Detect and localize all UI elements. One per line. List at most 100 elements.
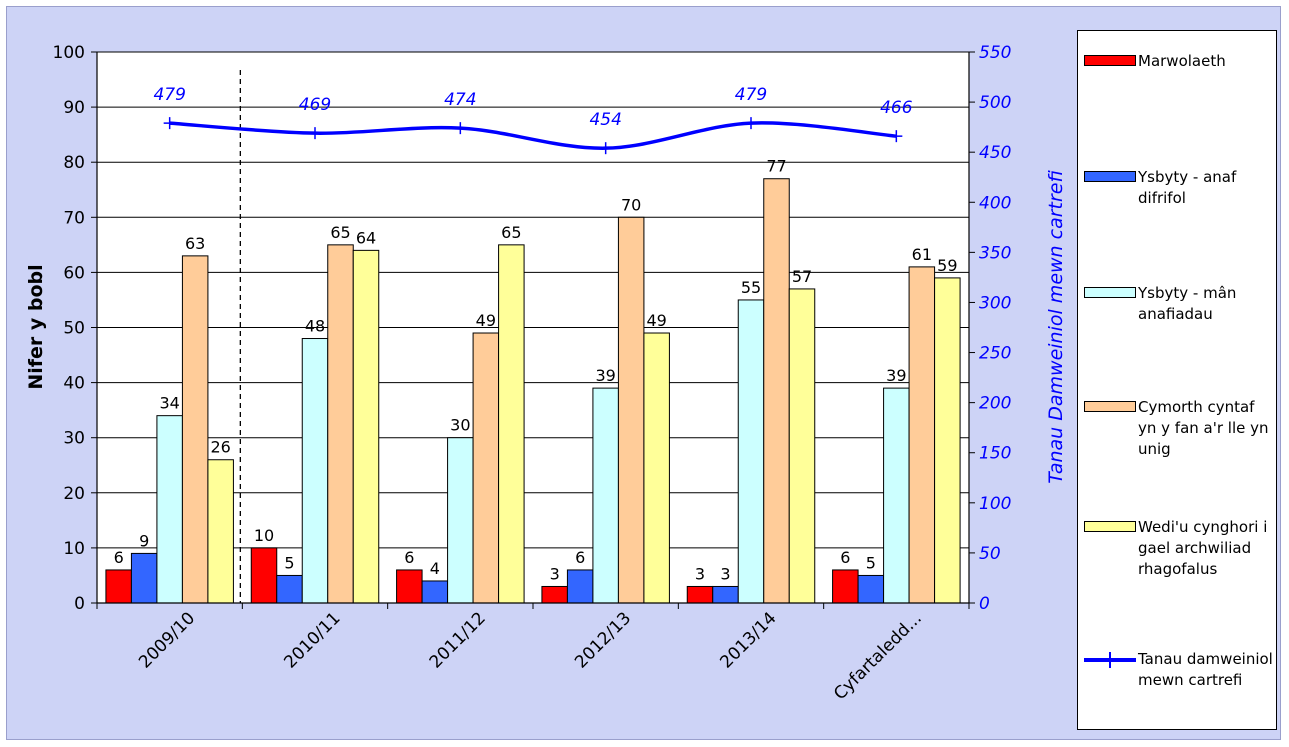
x-tick-label: 2012/13 bbox=[571, 608, 635, 672]
legend-swatch bbox=[1084, 287, 1136, 298]
y-tick-label: 60 bbox=[63, 263, 85, 283]
y2-tick-label: 100 bbox=[979, 494, 1011, 514]
bar bbox=[327, 244, 354, 604]
y-tick-label: 40 bbox=[63, 374, 85, 394]
data-label: 64 bbox=[356, 228, 376, 247]
y2-tick-label: 550 bbox=[979, 43, 1011, 63]
bar bbox=[396, 569, 423, 604]
data-label: 4 bbox=[430, 559, 440, 578]
y2-tick-label: 400 bbox=[979, 193, 1011, 213]
bar bbox=[472, 332, 500, 604]
data-label: 39 bbox=[886, 366, 906, 385]
legend-label: Wedi'u cynghori i gael archwiliad rhagof… bbox=[1138, 518, 1268, 578]
data-label: 59 bbox=[937, 256, 957, 275]
data-label: 26 bbox=[210, 438, 230, 457]
y2-tick-label: 500 bbox=[979, 93, 1011, 113]
bar bbox=[541, 585, 568, 604]
y2-tick-label: 250 bbox=[979, 344, 1011, 364]
bar bbox=[566, 569, 594, 604]
data-label: 61 bbox=[912, 245, 932, 264]
bar bbox=[276, 574, 303, 604]
y2-tick-label: 200 bbox=[979, 394, 1011, 414]
legend: Marwolaeth Ysbyty - anaf difrifol Ysbyty -… bbox=[1077, 30, 1277, 730]
data-label: 3 bbox=[550, 564, 560, 583]
data-label: 49 bbox=[646, 311, 666, 330]
data-label: 9 bbox=[139, 531, 149, 550]
y2-tick-label: 350 bbox=[979, 243, 1011, 263]
data-label: 49 bbox=[476, 311, 496, 330]
bar bbox=[686, 585, 714, 604]
data-label: 70 bbox=[621, 195, 641, 214]
y2-axis-title: Tanau Damweiniol mewn cartrefi bbox=[1045, 170, 1067, 484]
legend-label: Tanau damweiniol mewn cartrefi bbox=[1138, 650, 1273, 689]
legend-swatch bbox=[1084, 171, 1136, 182]
data-label: 10 bbox=[254, 526, 274, 545]
bar bbox=[181, 255, 209, 604]
data-label: 65 bbox=[330, 223, 350, 242]
y-tick-label: 90 bbox=[63, 98, 85, 118]
bar bbox=[763, 178, 790, 604]
y-tick-label: 30 bbox=[63, 429, 85, 449]
data-label: 6 bbox=[575, 548, 585, 567]
bar bbox=[832, 569, 859, 604]
y-tick-label: 0 bbox=[74, 594, 85, 614]
data-label: 5 bbox=[866, 553, 876, 572]
legend-line-marker bbox=[1109, 652, 1111, 668]
bar bbox=[617, 216, 645, 604]
y-tick-label: 70 bbox=[63, 208, 85, 228]
bar bbox=[934, 277, 961, 604]
data-label: 30 bbox=[450, 416, 470, 435]
data-label: 65 bbox=[501, 223, 521, 242]
data-label: 6 bbox=[404, 548, 414, 567]
y-tick-label: 100 bbox=[53, 43, 85, 63]
data-label: 5 bbox=[284, 553, 294, 572]
bar bbox=[498, 244, 525, 604]
y-tick-label: 20 bbox=[63, 484, 85, 504]
legend-label: Ysbyty - anaf difrifol bbox=[1138, 168, 1237, 207]
bar bbox=[130, 552, 158, 604]
bar bbox=[421, 580, 449, 604]
y2-tick-label: 150 bbox=[979, 444, 1011, 464]
data-label: 6 bbox=[114, 548, 124, 567]
x-tick-label: 2009/10 bbox=[135, 608, 199, 672]
data-label: 55 bbox=[741, 278, 761, 297]
bar bbox=[250, 547, 278, 604]
bar bbox=[857, 574, 885, 604]
line-data-label: 454 bbox=[589, 110, 621, 130]
bar bbox=[301, 338, 329, 604]
data-label: 6 bbox=[840, 548, 850, 567]
legend-swatch bbox=[1084, 521, 1136, 532]
data-label: 39 bbox=[595, 366, 615, 385]
bar bbox=[156, 415, 183, 604]
bar bbox=[592, 387, 619, 604]
legend-label: Ysbyty - mân anafiadau bbox=[1138, 284, 1237, 323]
y2-tick-label: 450 bbox=[979, 143, 1011, 163]
bar bbox=[643, 332, 670, 604]
legend-label: Cymorth cyntaf yn y fan a'r lle yn unig bbox=[1138, 398, 1269, 458]
bar bbox=[105, 569, 132, 604]
x-tick-label: 2010/11 bbox=[280, 608, 344, 672]
y-tick-label: 50 bbox=[63, 319, 85, 339]
y2-tick-label: 300 bbox=[979, 293, 1011, 313]
legend-swatch bbox=[1084, 55, 1136, 66]
legend-swatch bbox=[1084, 401, 1136, 412]
bar bbox=[788, 288, 816, 604]
y2-tick-label: 50 bbox=[979, 544, 1001, 564]
bar bbox=[908, 266, 936, 604]
bar bbox=[712, 585, 739, 604]
y-tick-label: 80 bbox=[63, 153, 85, 173]
bar bbox=[207, 459, 234, 604]
x-tick-label: 2013/14 bbox=[716, 608, 780, 672]
bar bbox=[447, 437, 474, 604]
line-data-label: 469 bbox=[299, 95, 331, 115]
y2-tick-label: 0 bbox=[979, 594, 990, 614]
data-label: 3 bbox=[695, 564, 705, 583]
y-tick-label: 10 bbox=[63, 539, 85, 559]
bar bbox=[352, 249, 380, 604]
data-label: 3 bbox=[720, 564, 730, 583]
line-data-label: 479 bbox=[153, 85, 185, 105]
line-data-label: 479 bbox=[735, 85, 767, 105]
line-data-label: 474 bbox=[444, 90, 476, 110]
data-label: 77 bbox=[766, 157, 786, 176]
